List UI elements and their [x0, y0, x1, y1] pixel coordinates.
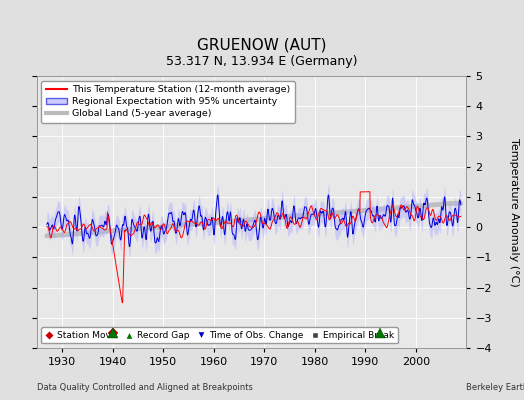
Legend: Station Move, Record Gap, Time of Obs. Change, Empirical Break: Station Move, Record Gap, Time of Obs. C… — [41, 327, 398, 344]
Text: GRUENOW (AUT): GRUENOW (AUT) — [197, 37, 327, 52]
Y-axis label: Temperature Anomaly (°C): Temperature Anomaly (°C) — [509, 138, 519, 286]
Text: 53.317 N, 13.934 E (Germany): 53.317 N, 13.934 E (Germany) — [166, 55, 358, 68]
Text: Berkeley Earth: Berkeley Earth — [466, 383, 524, 392]
Text: Data Quality Controlled and Aligned at Breakpoints: Data Quality Controlled and Aligned at B… — [37, 383, 253, 392]
